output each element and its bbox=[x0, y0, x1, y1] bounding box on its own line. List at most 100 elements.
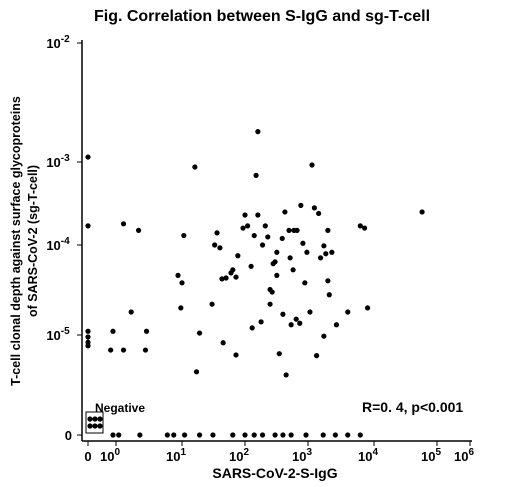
data-point bbox=[276, 351, 282, 357]
data-point bbox=[267, 301, 273, 307]
data-point bbox=[233, 352, 239, 358]
data-point bbox=[164, 432, 170, 438]
tick-label: 105 bbox=[421, 447, 441, 464]
data-point bbox=[288, 432, 294, 438]
data-point bbox=[298, 202, 304, 208]
data-point bbox=[280, 432, 286, 438]
data-point bbox=[321, 243, 327, 249]
x-axis-label: SARS-CoV-2-S-IgG bbox=[212, 465, 337, 481]
data-point bbox=[135, 227, 142, 233]
data-point bbox=[87, 423, 93, 429]
data-point bbox=[269, 289, 275, 295]
data-point bbox=[97, 416, 103, 422]
data-point bbox=[287, 255, 293, 261]
data-point bbox=[196, 330, 203, 336]
data-point bbox=[196, 432, 203, 438]
data-point bbox=[255, 212, 261, 218]
tick-label: 10-2 bbox=[46, 34, 70, 51]
data-point bbox=[325, 227, 331, 233]
data-point bbox=[357, 432, 363, 438]
data-point bbox=[283, 372, 289, 378]
data-point bbox=[303, 432, 309, 438]
data-point bbox=[293, 316, 299, 322]
tick-label-exponent: 2 bbox=[243, 447, 249, 458]
data-point bbox=[178, 305, 184, 311]
data-point bbox=[209, 301, 215, 307]
data-point bbox=[120, 347, 127, 353]
data-point bbox=[92, 416, 98, 422]
tick-label-base: 10 bbox=[229, 449, 243, 464]
data-point bbox=[108, 347, 114, 353]
data-point bbox=[279, 235, 285, 242]
stat-annotation: R=0. 4, p<0.001 bbox=[362, 399, 463, 415]
tick-label-exponent: 3 bbox=[306, 447, 312, 458]
data-point bbox=[419, 209, 425, 215]
data-point bbox=[245, 223, 251, 229]
data-point bbox=[272, 259, 278, 265]
tick-label-exponent: -2 bbox=[61, 34, 70, 45]
data-point bbox=[233, 274, 239, 280]
data-point bbox=[143, 328, 150, 334]
data-point bbox=[116, 432, 122, 438]
tick-label: 104 bbox=[358, 447, 378, 464]
tick-label-exponent: -3 bbox=[61, 153, 70, 164]
data-point bbox=[92, 423, 98, 429]
data-point bbox=[311, 205, 317, 211]
data-point bbox=[361, 225, 368, 231]
tick-label-base: 10 bbox=[46, 155, 60, 170]
data-point bbox=[110, 432, 116, 438]
tick-label: 0 bbox=[84, 449, 91, 464]
data-point bbox=[255, 129, 261, 135]
chart-title: Fig. Correlation between S-IgG and sg-T-… bbox=[94, 8, 430, 25]
data-point bbox=[357, 223, 363, 229]
data-point bbox=[137, 432, 143, 438]
data-point bbox=[274, 272, 280, 278]
data-point bbox=[309, 162, 315, 168]
data-point bbox=[288, 322, 294, 328]
data-point bbox=[214, 230, 220, 236]
data-point bbox=[345, 309, 351, 315]
data-point bbox=[249, 325, 255, 331]
tick-label-exponent: 6 bbox=[468, 447, 474, 458]
tick-label-base: 10 bbox=[421, 449, 435, 464]
data-point bbox=[304, 249, 310, 255]
data-point bbox=[282, 209, 288, 215]
data-point bbox=[97, 423, 103, 429]
data-point bbox=[317, 255, 324, 261]
data-point bbox=[251, 432, 257, 438]
data-point bbox=[242, 432, 248, 438]
data-point bbox=[258, 319, 264, 325]
data-point bbox=[219, 276, 225, 282]
tick-label: 102 bbox=[229, 447, 249, 464]
data-point bbox=[345, 432, 351, 438]
data-point bbox=[314, 353, 320, 359]
negative-label: Negative bbox=[95, 401, 145, 415]
data-point bbox=[329, 249, 335, 255]
data-point bbox=[85, 334, 91, 340]
tick-label: 10-4 bbox=[46, 236, 70, 253]
tick-label-exponent: -4 bbox=[61, 236, 70, 247]
tick-label-base: 10 bbox=[166, 449, 180, 464]
tick-label-exponent: 5 bbox=[435, 447, 441, 458]
data-point bbox=[192, 164, 198, 170]
data-point bbox=[321, 333, 327, 339]
data-point bbox=[272, 432, 278, 438]
tick-label: 100 bbox=[100, 447, 120, 464]
tick-label-base: 10 bbox=[454, 449, 468, 464]
data-point bbox=[240, 225, 246, 231]
data-point bbox=[179, 280, 185, 286]
data-point bbox=[320, 432, 326, 438]
data-point bbox=[333, 322, 340, 328]
data-point bbox=[325, 278, 331, 284]
data-point bbox=[110, 328, 116, 334]
data-point bbox=[85, 343, 91, 349]
data-point bbox=[316, 210, 322, 217]
tick-label: 10-3 bbox=[46, 153, 70, 170]
data-point bbox=[332, 432, 338, 438]
data-point bbox=[171, 432, 177, 438]
data-point bbox=[230, 267, 236, 273]
tick-label: 0 bbox=[65, 428, 72, 443]
data-point bbox=[85, 154, 91, 160]
data-point bbox=[175, 272, 181, 278]
